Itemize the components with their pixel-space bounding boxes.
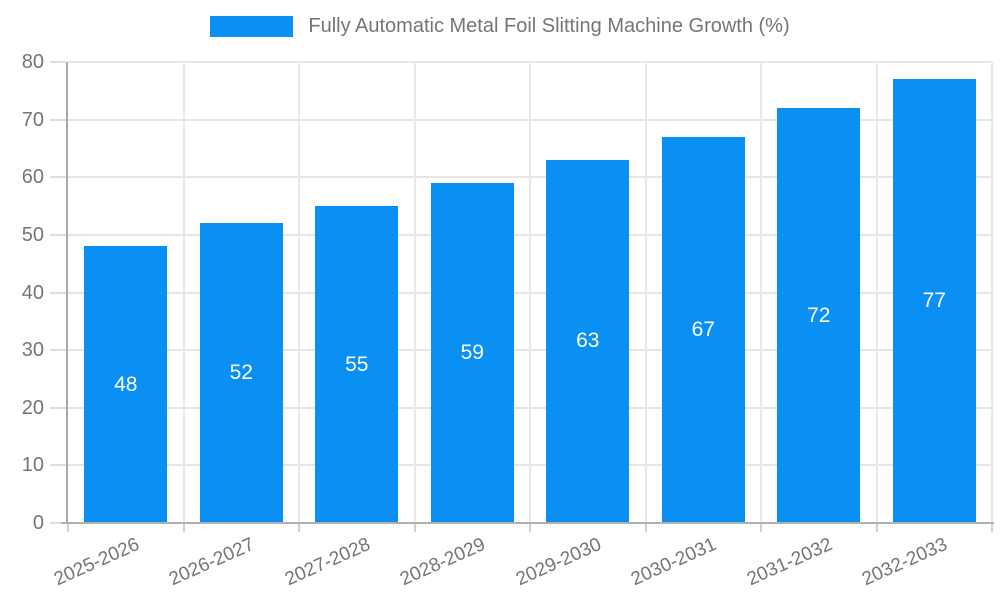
x-tick: [991, 523, 993, 532]
y-tick-label: 30: [21, 339, 44, 362]
y-tick: [50, 349, 66, 352]
y-tick: [50, 406, 66, 409]
y-tick: [50, 522, 66, 524]
bar: 72: [777, 108, 861, 523]
v-gridline: [182, 62, 185, 523]
legend-label: Fully Automatic Metal Foil Slitting Mach…: [308, 15, 790, 37]
x-tick: [182, 523, 185, 532]
y-tick: [50, 464, 66, 467]
bar-value-label: 52: [229, 361, 253, 385]
y-tick: [50, 61, 66, 63]
x-tick: [760, 523, 762, 532]
bar: 67: [661, 136, 745, 523]
bar-value-label: 59: [460, 341, 484, 364]
bar-value-label: 72: [807, 303, 831, 327]
y-tick-label: 20: [21, 396, 44, 419]
y-tick: [50, 176, 66, 179]
v-gridline: [875, 62, 878, 523]
legend-swatch: [210, 16, 294, 37]
v-gridline: [413, 62, 416, 523]
y-tick-label: 80: [21, 51, 44, 73]
x-tick: [67, 523, 69, 532]
x-tick: [298, 523, 300, 532]
y-tick: [50, 233, 66, 236]
bar-value-label: 67: [691, 317, 715, 341]
y-tick-label: 0: [32, 512, 44, 534]
v-gridline: [644, 62, 647, 523]
bar-value-label: 63: [576, 329, 600, 353]
plot-area: 48 52 55 59 63 67 72 77 0 10 20 30 40 50 60 70 80 2025-2…: [22, 51, 994, 590]
x-tick: [529, 523, 531, 532]
bar-value-label: 48: [114, 372, 138, 396]
y-tick-label: 70: [21, 108, 44, 131]
y-axis-line: [66, 62, 68, 523]
v-gridline: [991, 62, 993, 523]
x-tick: [413, 523, 416, 532]
y-tick: [50, 291, 66, 294]
bar: 77: [892, 79, 976, 523]
y-tick: [50, 118, 66, 121]
v-gridline: [529, 62, 531, 523]
bar-value-label: 77: [922, 289, 946, 313]
y-tick-label: 50: [21, 223, 44, 246]
bar-value-label: 55: [345, 352, 369, 376]
bar: 52: [199, 223, 283, 523]
bar: 48: [84, 246, 168, 523]
bar: 55: [315, 206, 399, 523]
bar: 59: [430, 183, 514, 523]
x-tick: [875, 523, 878, 532]
y-tick-label: 10: [21, 454, 44, 477]
chart-legend: Fully Automatic Metal Foil Slitting Mach…: [0, 15, 1000, 38]
v-gridline: [760, 62, 762, 523]
x-axis-line: [61, 522, 994, 524]
v-gridline: [298, 62, 300, 523]
bar: 63: [546, 159, 630, 523]
y-tick-label: 40: [21, 281, 44, 304]
x-tick: [644, 523, 647, 532]
y-tick-label: 60: [21, 166, 44, 189]
